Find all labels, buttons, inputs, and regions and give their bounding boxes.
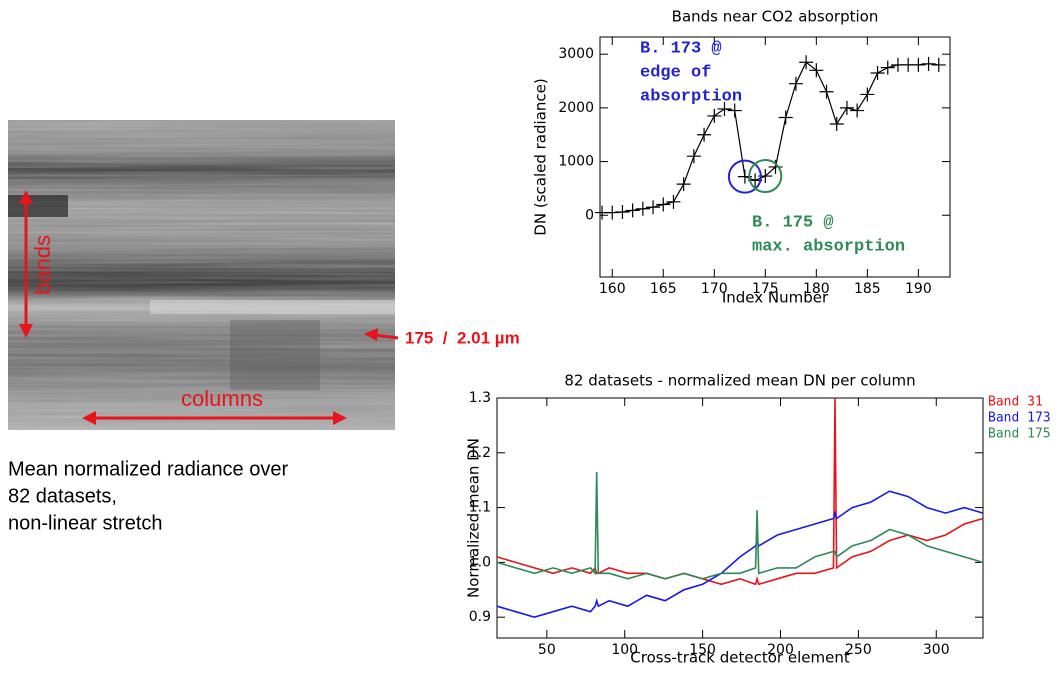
point-marker <box>921 56 936 71</box>
point-marker <box>646 200 661 215</box>
y-tick-label: 1.1 <box>469 500 491 516</box>
y-axis-label: DN (scaled radiance) <box>532 78 550 235</box>
x-tick-label: 50 <box>538 642 556 658</box>
x-tick-label: 150 <box>689 642 716 658</box>
marker-arrow <box>364 328 399 341</box>
x-tick-label: 175 <box>752 281 779 297</box>
chart-title: Bands near CO2 absorption <box>672 8 879 26</box>
band-marker-label: 175 / 2.01 µm <box>405 328 520 347</box>
point-marker <box>788 76 803 91</box>
y-tick-label: 1.0 <box>469 554 491 570</box>
plot-frame <box>496 397 984 639</box>
annotation-text: B. 173 @ <box>640 39 722 58</box>
series-line <box>602 61 939 214</box>
x-tick-label: 160 <box>599 281 626 297</box>
columns-label: columns <box>181 386 263 411</box>
point-marker <box>870 65 885 80</box>
x-tick-label: 100 <box>611 642 638 658</box>
point-marker <box>727 103 742 118</box>
annotation-text: edge of <box>640 63 711 82</box>
point-marker <box>860 87 875 102</box>
series-line <box>496 471 984 580</box>
series-line <box>496 490 984 619</box>
y-axis-label: Normalized mean DN <box>465 438 483 598</box>
point-marker <box>850 103 865 118</box>
legend-entry: Band 173 <box>988 411 1051 426</box>
point-marker <box>819 84 834 99</box>
caption-line: Mean normalized radiance over <box>8 458 288 480</box>
annotation-text: absorption <box>640 87 742 106</box>
point-marker <box>880 60 895 75</box>
y-tick-label: 2000 <box>558 100 594 116</box>
x-axis-label: Cross-track detector element <box>630 649 850 667</box>
point-marker <box>717 101 732 116</box>
y-tick-label: 0 <box>585 207 594 223</box>
plot-frame <box>599 36 951 278</box>
point-marker <box>686 149 701 164</box>
point-marker <box>676 177 691 192</box>
y-tick-label: 3000 <box>558 46 594 62</box>
x-tick-label: 185 <box>854 281 881 297</box>
point-marker <box>625 203 640 218</box>
legend-entry: Band 175 <box>988 427 1051 442</box>
legend-entry: Band 31 <box>988 395 1043 410</box>
point-marker <box>707 108 722 123</box>
x-tick-label: 180 <box>803 281 830 297</box>
point-marker <box>615 205 630 220</box>
point-marker <box>839 100 854 115</box>
y-tick-label: 1.2 <box>469 445 491 461</box>
point-marker <box>829 116 844 131</box>
point-marker <box>778 110 793 125</box>
x-tick-label: 300 <box>923 642 950 658</box>
y-tick-label: 0.9 <box>469 609 491 625</box>
x-tick-label: 170 <box>701 281 728 297</box>
bands-label: bands <box>30 235 55 295</box>
annotation-text: max. absorption <box>752 237 905 256</box>
point-marker <box>799 55 814 70</box>
y-tick-label: 1.3 <box>469 390 491 406</box>
point-marker <box>911 57 926 72</box>
x-axis-label: Index Number <box>722 289 829 307</box>
point-marker <box>931 57 946 72</box>
x-tick-label: 200 <box>767 642 794 658</box>
x-tick-label: 250 <box>845 642 872 658</box>
x-tick-label: 165 <box>650 281 677 297</box>
caption-line: non-linear stretch <box>8 512 163 534</box>
point-marker <box>666 194 681 209</box>
x-tick-label: 190 <box>905 281 932 297</box>
caption-line: 82 datasets, <box>8 485 117 507</box>
annotation-circle <box>727 159 762 194</box>
columns-arrow <box>82 411 347 425</box>
y-tick-label: 1000 <box>558 154 594 170</box>
point-marker <box>697 127 712 142</box>
point-marker <box>656 197 671 212</box>
point-marker <box>809 63 824 78</box>
annotation-circle <box>748 159 783 194</box>
point-marker <box>768 159 783 174</box>
point-marker <box>635 201 650 216</box>
chart-title: 82 datasets - normalized mean DN per col… <box>564 372 915 390</box>
radiance-image <box>8 120 395 430</box>
bands-arrow <box>19 190 33 338</box>
annotation-text: B. 175 @ <box>752 213 834 232</box>
